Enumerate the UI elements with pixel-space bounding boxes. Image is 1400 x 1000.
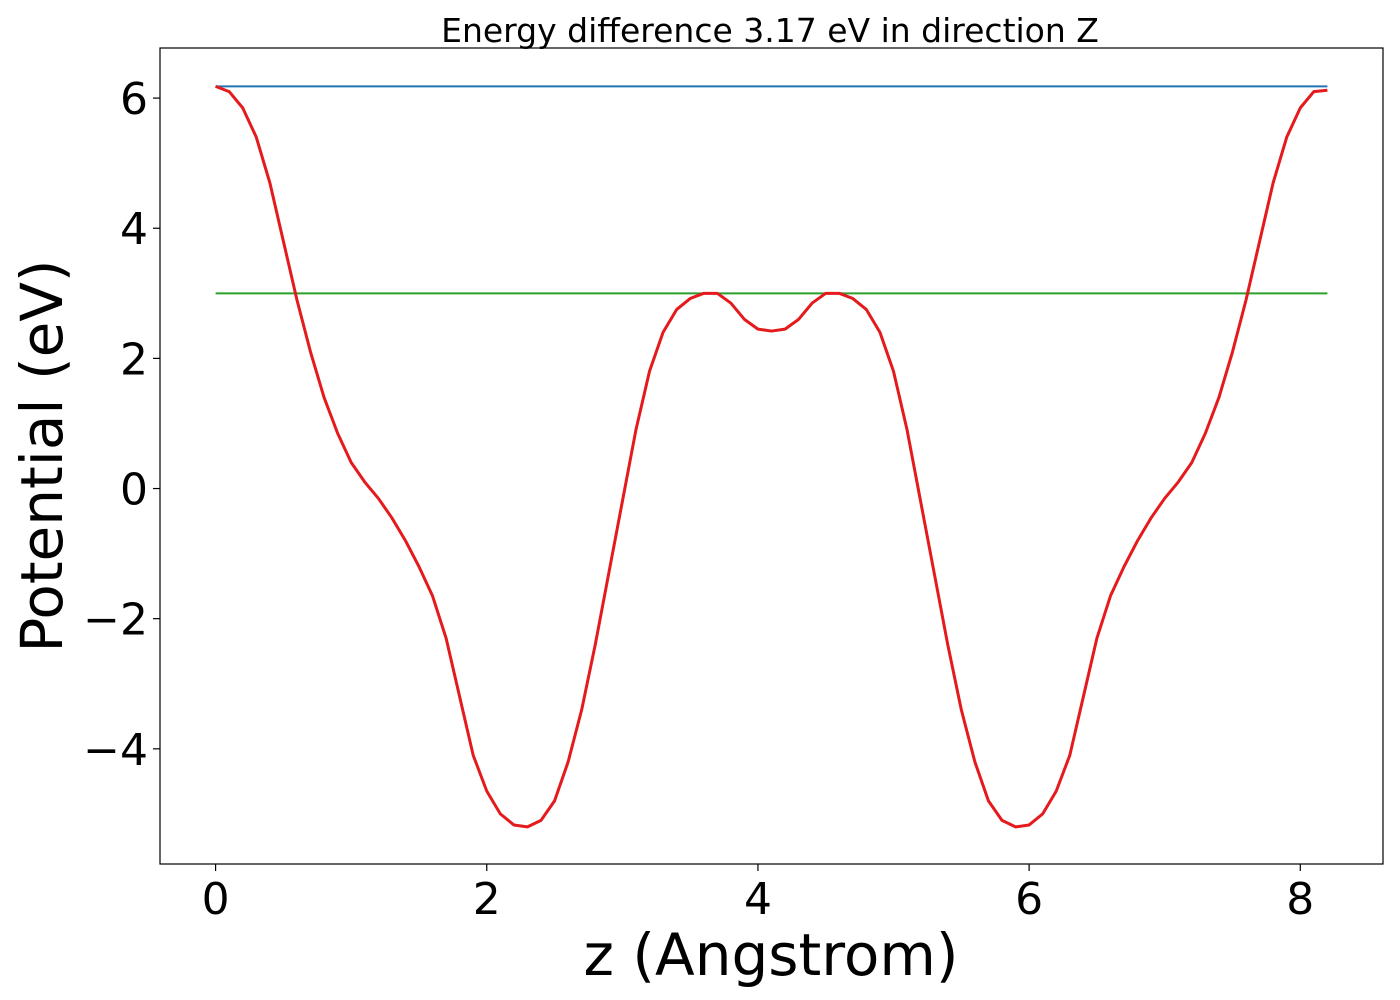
x-tick-label: 8 (1286, 874, 1314, 925)
y-axis-label: Potential (eV) (8, 259, 76, 652)
y-tick-label: 2 (120, 334, 148, 385)
x-tick-label: 2 (473, 874, 501, 925)
y-tick-label: 6 (120, 74, 148, 125)
y-tick-label: −4 (83, 725, 148, 776)
y-tick-label: 4 (120, 204, 148, 255)
chart-title: Energy difference 3.17 eV in direction Z (441, 11, 1099, 50)
data-line (215, 84, 1328, 829)
x-axis-label: z (Angstrom) (584, 921, 959, 989)
x-tick-label: 4 (744, 874, 772, 925)
plot-frame (159, 47, 1384, 865)
x-tick-label: 0 (202, 874, 230, 925)
x-tick-label: 6 (1015, 874, 1043, 925)
y-tick-label: 0 (120, 465, 148, 516)
y-tick-label: −2 (83, 595, 148, 646)
